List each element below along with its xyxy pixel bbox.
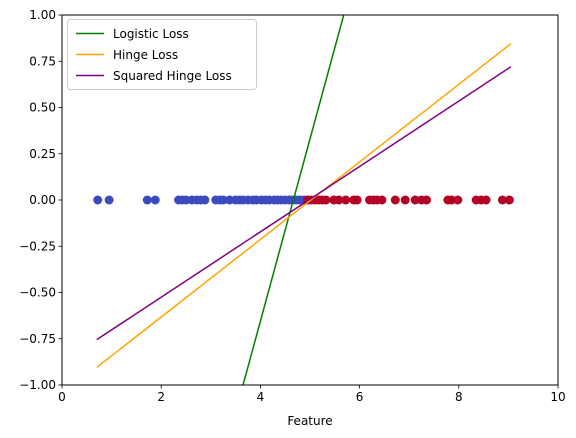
legend-label-squared-hinge: Squared Hinge Loss [113,69,232,83]
scatter-point-class-b [321,195,331,205]
x-tick-label: 8 [455,390,463,404]
scatter-point-class-b [400,195,410,205]
y-tick-label: 0.25 [29,147,56,161]
y-tick-label: 0.75 [29,54,56,68]
y-tick-label: −0.75 [19,332,56,346]
scatter-point-class-b [504,195,514,205]
y-tick-label: 0.00 [29,193,56,207]
scatter-point-class-b [422,195,432,205]
legend-label-hinge: Hinge Loss [113,48,178,62]
scatter-point-class-a [104,195,114,205]
scatter-point-class-a [142,195,152,205]
scatter-point-class-b [377,195,387,205]
scatter-point-class-b [481,195,491,205]
y-tick-label: 1.00 [29,8,56,22]
y-tick-label: −1.00 [19,378,56,392]
scatter-point-class-a [218,195,228,205]
y-tick-label: 0.50 [29,101,56,115]
y-axis-ticks: −1.00 −0.75 −0.50 −0.25 0.00 0.25 0.50 0.75 1.00 [19,8,62,392]
scatter-point-class-b [334,195,344,205]
scatter-point-class-b [390,195,400,205]
x-axis-label: Feature [287,414,332,428]
scatter-point-class-a [93,195,103,205]
scatter-point-class-b [453,195,463,205]
scatter-point-class-b [341,195,351,205]
scatter-point-class-b [410,195,420,205]
data-layer [93,15,514,385]
x-tick-label: 6 [356,390,364,404]
scatter-point-class-a [150,195,160,205]
x-axis-ticks: 0 2 4 6 8 10 [58,385,566,404]
legend-box [67,19,257,90]
x-tick-label: 4 [257,390,265,404]
x-tick-label: 10 [550,390,565,404]
x-tick-label: 2 [157,390,165,404]
y-tick-label: −0.50 [19,286,56,300]
scatter-point-class-b [446,195,456,205]
series-line-hinge-loss [96,43,512,369]
legend: Logistic Loss Hinge Loss Squared Hinge L… [67,19,257,90]
y-tick-label: −0.25 [19,239,56,253]
series-line-squared-hinge-loss [96,66,512,341]
scatter-point-class-b [497,195,507,205]
x-tick-label: 0 [58,390,66,404]
legend-label-logistic: Logistic Loss [113,27,189,41]
series-line-logistic-loss [242,15,345,385]
scatter-point-class-a [200,195,210,205]
scatter-point-class-b [352,195,362,205]
